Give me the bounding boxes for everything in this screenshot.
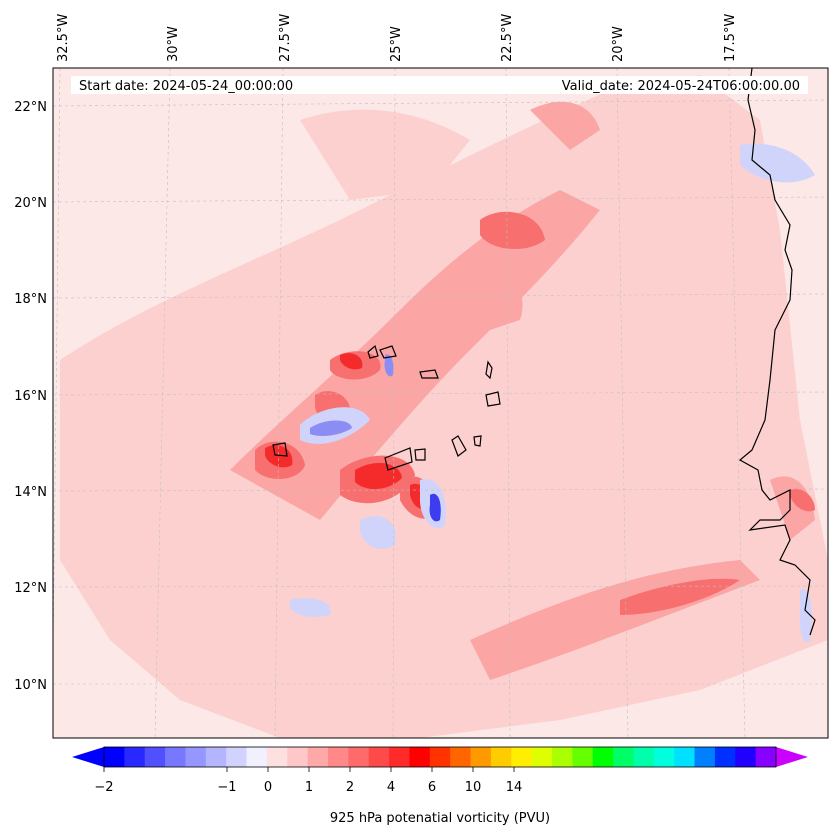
colorbar-cells <box>104 747 777 767</box>
map-area <box>52 67 829 739</box>
colorbar-tick-label: 1 <box>305 780 313 795</box>
colorbar-cell <box>328 747 349 767</box>
colorbar-cell <box>572 747 594 767</box>
colorbar-tick-label: −1 <box>217 780 236 795</box>
lat-label: 16°N <box>14 389 47 404</box>
colorbar-cell <box>735 747 757 767</box>
lat-label: 20°N <box>14 196 47 211</box>
colorbar-cell <box>490 747 512 767</box>
colorbar-cell <box>613 747 634 767</box>
lon-label: 17.5°W <box>723 14 738 62</box>
lat-label: 22°N <box>14 100 47 115</box>
coastlines <box>272 68 816 636</box>
colorbar-cell <box>409 747 431 767</box>
colorbar-cell <box>470 747 492 767</box>
colorbar-cell <box>144 747 166 767</box>
island-brava <box>384 447 413 471</box>
colorbar-cell <box>531 747 553 767</box>
valid-date-label: Valid_date: 2024-05-24T06:00:00.00 <box>562 79 800 94</box>
lon-label: 22.5°W <box>500 14 515 62</box>
colorbar-cell <box>287 747 309 767</box>
colorbar-under-arrow <box>72 747 104 767</box>
lat-label: 12°N <box>14 581 47 596</box>
lat-label: 18°N <box>14 292 47 307</box>
colorbar-ticks: −2 −1 0 1 2 4 6 10 14 <box>94 767 522 795</box>
island-sal <box>485 360 493 380</box>
pv-field-light <box>60 75 828 738</box>
colorbar-cell <box>348 747 370 767</box>
info-bar: Start date: 2024-05-24_00:00:00 Valid_da… <box>71 76 808 94</box>
colorbar-border <box>103 746 777 768</box>
colorbar-cell <box>755 747 777 767</box>
lon-label: 27.5°W <box>278 14 293 62</box>
colorbar-cell <box>246 747 268 767</box>
negative-region <box>360 516 396 550</box>
island-santiago <box>451 435 467 457</box>
colorbar-cell <box>226 747 248 767</box>
negative-region <box>384 354 394 377</box>
start-date-label: Start date: 2024-05-24_00:00:00 <box>79 79 293 94</box>
colorbar-cell <box>674 747 696 767</box>
colorbar-cell <box>592 747 614 767</box>
colorbar-tick-label: 14 <box>506 780 523 795</box>
island-west <box>272 442 288 457</box>
island-santo-antao <box>367 344 379 359</box>
island-boa-vista <box>485 391 501 407</box>
map-border <box>52 67 829 739</box>
island-sao-nicolau <box>419 369 439 379</box>
colorbar-over-arrow <box>776 747 808 767</box>
lon-label: 20°W <box>611 26 626 62</box>
colorbar-cell <box>389 747 410 767</box>
island-sao-vicente <box>379 345 397 359</box>
lat-label: 10°N <box>14 678 47 693</box>
colorbar-cell <box>511 747 533 767</box>
africa-coastline <box>738 68 816 636</box>
negative-region <box>429 493 441 522</box>
colorbar-tick-label: 2 <box>346 780 354 795</box>
colorbar-tick-label: 6 <box>428 780 436 795</box>
colorbar-cell <box>165 747 186 767</box>
colorbar-cell <box>714 747 736 767</box>
negative-region <box>799 589 812 643</box>
colorbar-tick-label: 10 <box>465 780 482 795</box>
colorbar-cell <box>104 747 125 767</box>
lat-label: 14°N <box>14 485 47 500</box>
colorbar-cell <box>653 747 675 767</box>
lon-label: 30°W <box>166 26 181 62</box>
negative-region <box>290 598 331 618</box>
lon-label: 25°W <box>389 26 404 62</box>
island-fogo <box>414 448 426 461</box>
latitude-labels: 22°N 20°N 18°N 16°N 14°N 12°N 10°N <box>14 100 47 693</box>
colorbar-cell <box>694 747 716 767</box>
colorbar-tick-label: 4 <box>387 780 395 795</box>
colorbar: −2 −1 0 1 2 4 6 10 14 925 hPa potenatial vortici… <box>72 746 808 826</box>
info-bar-background <box>71 76 808 94</box>
colorbar-cell <box>633 747 655 767</box>
pv-field-negative <box>290 143 815 643</box>
colorbar-cell <box>552 747 573 767</box>
colorbar-cell <box>429 747 451 767</box>
negative-region <box>310 420 352 436</box>
colorbar-tick-label: 0 <box>264 780 272 795</box>
colorbar-cell <box>307 747 329 767</box>
island-maio <box>473 435 482 447</box>
longitude-labels: 32.5°W 30°W 27.5°W 25°W 22.5°W 20°W 17.5… <box>56 14 738 62</box>
colorbar-cell <box>205 747 227 767</box>
colorbar-cell <box>266 747 288 767</box>
colorbar-cell <box>450 747 472 767</box>
lon-label: 32.5°W <box>56 14 71 62</box>
colorbar-tick-label: −2 <box>94 780 113 795</box>
colorbar-cell <box>124 747 146 767</box>
colorbar-cell <box>185 747 207 767</box>
negative-region <box>740 143 815 183</box>
colorbar-cell <box>368 747 390 767</box>
colorbar-title: 925 hPa potenatial vorticity (PVU) <box>330 811 550 826</box>
